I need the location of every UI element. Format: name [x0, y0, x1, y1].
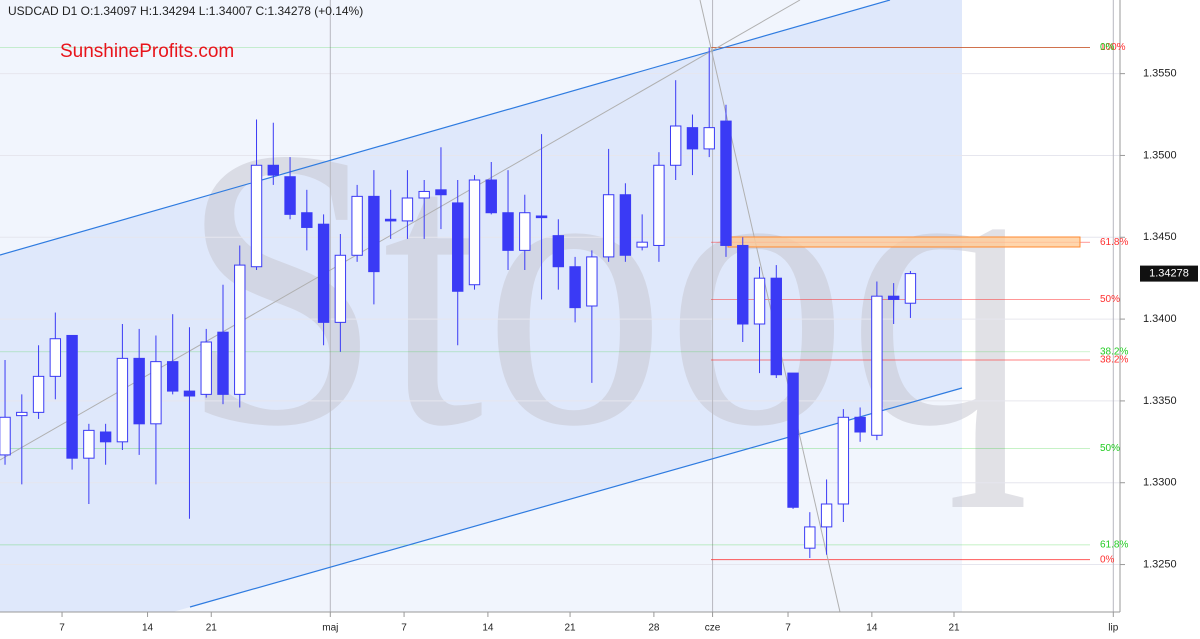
- candle-body: [485, 179, 497, 214]
- candle-body: [368, 195, 380, 273]
- x-tick-label: 21: [564, 623, 576, 634]
- x-tick-label: 14: [142, 623, 154, 634]
- candle-body: [267, 164, 279, 176]
- candle-body: [435, 189, 447, 196]
- candle-body: [569, 266, 581, 309]
- candle-body: [351, 195, 363, 256]
- candle-body: [452, 202, 464, 292]
- candle-body: [301, 212, 313, 228]
- fib-label: 61.8%: [1100, 540, 1128, 551]
- logo: SunshineProfits.com: [60, 41, 234, 62]
- candle-body: [854, 416, 866, 433]
- trend-line: [699, 0, 841, 612]
- candle-body: [502, 212, 514, 251]
- candle-body: [401, 197, 414, 222]
- fib-label: 100%: [1100, 42, 1126, 53]
- fib-label: 0%: [1100, 554, 1115, 565]
- channel-upper: [0, 0, 891, 256]
- y-tick-label: 1.3400: [1143, 313, 1177, 325]
- y-tick-label: 1.3450: [1143, 231, 1177, 243]
- candle-body: [669, 125, 682, 166]
- x-tick-label: 7: [401, 623, 407, 634]
- candle-body: [703, 127, 715, 150]
- x-tick-label: cze: [705, 623, 721, 634]
- candle-body: [602, 194, 615, 258]
- candle-body: [16, 411, 28, 417]
- y-tick-label: 1.3500: [1143, 149, 1177, 161]
- candle-body: [636, 241, 648, 248]
- fib-label: 50%: [1100, 294, 1120, 305]
- candle-body: [66, 334, 78, 459]
- candle-body: [804, 526, 816, 549]
- fib-label: 50%: [1100, 443, 1120, 454]
- candle-body: [99, 431, 112, 443]
- candle-body: [871, 295, 883, 436]
- candle-body: [770, 277, 782, 376]
- x-tick-label: 21: [206, 623, 218, 634]
- y-tick-label: 1.3550: [1143, 68, 1177, 80]
- candle-body: [653, 164, 665, 246]
- x-tick-label: 7: [785, 623, 791, 634]
- channel-lower: [189, 387, 963, 608]
- candle-body: [133, 357, 145, 425]
- candle-body: [32, 375, 45, 413]
- candle-body: [234, 264, 246, 395]
- x-tick-label: 21: [948, 623, 960, 634]
- candle-body: [586, 256, 598, 307]
- candle-body: [183, 390, 196, 397]
- x-tick-label: 7: [59, 623, 65, 634]
- candle-body: [552, 235, 565, 268]
- x-tick-label: lip: [1108, 623, 1118, 634]
- candle-body: [116, 357, 129, 443]
- price-tag-label: 1.34278: [1149, 268, 1189, 280]
- x-tick-label: 14: [866, 623, 878, 634]
- candle-body: [150, 361, 162, 425]
- y-tick-label: 1.3350: [1143, 395, 1177, 407]
- fib-label: 61.8%: [1100, 237, 1128, 248]
- candle-body: [49, 338, 62, 377]
- resistance-zone: [727, 236, 1081, 248]
- candle-body: [250, 164, 263, 268]
- y-tick-label: 1.3250: [1143, 558, 1177, 570]
- x-tick-label: maj: [322, 623, 338, 634]
- candle-body: [200, 341, 212, 395]
- candle-body: [317, 223, 330, 323]
- candle-body: [904, 273, 917, 304]
- candle-body: [0, 416, 11, 456]
- candle-body: [166, 361, 179, 392]
- y-tick-label: 1.3300: [1143, 477, 1177, 489]
- candle-body: [753, 277, 766, 325]
- candle-body: [787, 372, 799, 508]
- x-tick-label: 28: [648, 623, 660, 634]
- fib-label: 38.2%: [1100, 355, 1128, 366]
- candle-body: [737, 244, 749, 325]
- candle-body: [384, 218, 397, 222]
- candle-body: [619, 194, 632, 256]
- candle-body: [519, 212, 531, 251]
- candle-body: [686, 127, 699, 150]
- candle-body: [820, 503, 833, 528]
- candle-body: [837, 416, 850, 505]
- candle-body: [284, 176, 296, 215]
- fib-label: 0%: [1100, 42, 1115, 53]
- fib-label: 38.2%: [1100, 346, 1128, 357]
- candle-body: [887, 295, 900, 300]
- header: USDCAD D1 O:1.34097 H:1.34294 L:1.34007 …: [8, 4, 363, 18]
- candle-body: [83, 429, 95, 459]
- candle-body: [418, 190, 430, 199]
- candle-body: [217, 331, 229, 395]
- drawings: [0, 0, 1081, 612]
- candle-body: [720, 120, 732, 246]
- price-tag: [1140, 265, 1198, 282]
- x-tick-label: 14: [482, 623, 494, 634]
- candle-body: [334, 254, 347, 323]
- candle-body: [535, 215, 548, 219]
- trend-line: [0, 0, 801, 461]
- watermark: Stooq: [180, 66, 1030, 510]
- candle-body: [468, 179, 481, 286]
